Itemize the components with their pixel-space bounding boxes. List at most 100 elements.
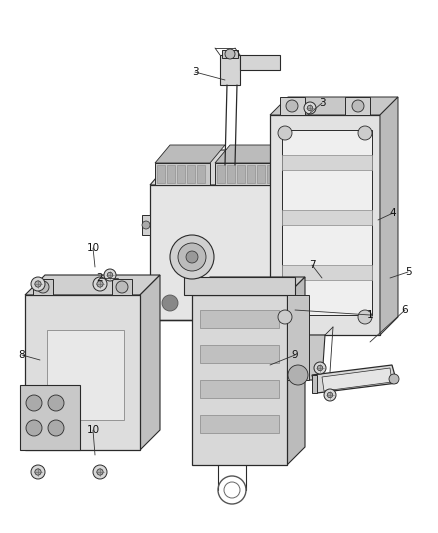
Polygon shape — [155, 145, 225, 163]
Circle shape — [317, 365, 323, 370]
Circle shape — [35, 281, 41, 287]
Polygon shape — [285, 150, 315, 320]
Circle shape — [162, 295, 178, 311]
Bar — [150, 185, 285, 320]
Circle shape — [278, 310, 292, 324]
Circle shape — [116, 281, 128, 293]
Polygon shape — [312, 365, 397, 393]
Circle shape — [48, 420, 64, 436]
Circle shape — [142, 221, 150, 229]
Circle shape — [104, 269, 116, 281]
Circle shape — [358, 310, 372, 324]
Polygon shape — [282, 265, 372, 280]
Polygon shape — [282, 130, 372, 315]
Bar — [177, 165, 185, 183]
Circle shape — [97, 469, 103, 475]
Polygon shape — [192, 277, 305, 295]
Circle shape — [31, 465, 45, 479]
Polygon shape — [345, 97, 370, 115]
Circle shape — [389, 374, 399, 384]
Polygon shape — [142, 215, 150, 235]
Polygon shape — [184, 277, 295, 295]
Polygon shape — [20, 385, 80, 450]
Bar — [215, 163, 280, 185]
Circle shape — [327, 392, 333, 398]
Circle shape — [93, 277, 107, 291]
Bar — [267, 165, 275, 183]
Text: 10: 10 — [86, 243, 99, 253]
Bar — [197, 165, 205, 183]
Polygon shape — [312, 375, 317, 393]
Circle shape — [48, 395, 64, 411]
Polygon shape — [305, 335, 325, 380]
Polygon shape — [270, 115, 380, 335]
Polygon shape — [33, 279, 53, 295]
Polygon shape — [282, 155, 372, 170]
Bar — [25, 295, 140, 450]
Polygon shape — [380, 97, 398, 335]
Polygon shape — [150, 150, 315, 185]
Polygon shape — [322, 368, 392, 391]
Bar — [227, 165, 235, 183]
Circle shape — [97, 281, 103, 287]
Polygon shape — [287, 277, 305, 465]
Bar — [155, 163, 210, 185]
Circle shape — [352, 100, 364, 112]
Polygon shape — [200, 345, 279, 363]
Polygon shape — [25, 275, 160, 295]
Text: 10: 10 — [86, 425, 99, 435]
Circle shape — [278, 126, 292, 140]
Polygon shape — [140, 275, 160, 450]
Polygon shape — [220, 55, 240, 85]
Bar — [217, 165, 225, 183]
Circle shape — [35, 469, 41, 475]
Text: 5: 5 — [405, 267, 411, 277]
Text: 2: 2 — [97, 273, 103, 283]
Text: 3: 3 — [192, 67, 198, 77]
Bar — [187, 165, 195, 183]
Circle shape — [324, 389, 336, 401]
Circle shape — [31, 277, 45, 291]
Polygon shape — [282, 210, 372, 225]
Polygon shape — [215, 145, 295, 163]
Circle shape — [358, 126, 372, 140]
Circle shape — [314, 362, 326, 374]
Bar — [192, 295, 287, 465]
Text: 4: 4 — [390, 208, 396, 218]
Circle shape — [26, 395, 42, 411]
Circle shape — [37, 281, 49, 293]
Polygon shape — [112, 279, 132, 295]
Bar — [257, 165, 265, 183]
Circle shape — [288, 365, 308, 385]
Polygon shape — [240, 55, 280, 70]
Bar — [247, 165, 255, 183]
Text: 3: 3 — [319, 98, 325, 108]
Circle shape — [93, 465, 107, 479]
Polygon shape — [280, 97, 305, 115]
Text: 9: 9 — [292, 350, 298, 360]
Polygon shape — [285, 300, 300, 320]
Circle shape — [178, 243, 206, 271]
Polygon shape — [222, 50, 238, 58]
Bar — [157, 165, 165, 183]
Polygon shape — [200, 380, 279, 398]
Polygon shape — [270, 97, 398, 115]
Circle shape — [225, 49, 235, 59]
Circle shape — [26, 420, 42, 436]
Polygon shape — [287, 295, 309, 380]
Text: 8: 8 — [19, 350, 25, 360]
Bar — [237, 165, 245, 183]
Bar — [47, 330, 124, 420]
Circle shape — [307, 106, 313, 111]
Text: 1: 1 — [367, 310, 373, 320]
Bar — [167, 165, 175, 183]
Circle shape — [186, 251, 198, 263]
Circle shape — [304, 102, 316, 114]
Text: 7: 7 — [309, 260, 315, 270]
Circle shape — [107, 272, 113, 278]
Text: 6: 6 — [402, 305, 408, 315]
Polygon shape — [200, 415, 279, 433]
Circle shape — [170, 235, 214, 279]
Circle shape — [286, 100, 298, 112]
Polygon shape — [200, 310, 279, 328]
